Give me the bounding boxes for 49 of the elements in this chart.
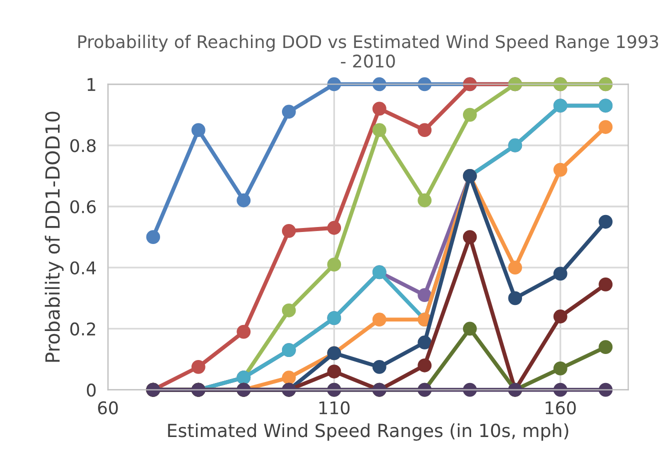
point	[508, 291, 522, 306]
point	[327, 220, 342, 235]
point	[462, 230, 477, 244]
point	[462, 108, 477, 122]
point	[598, 120, 613, 134]
point	[418, 123, 432, 138]
point	[598, 340, 613, 354]
x-tick-label: 160	[546, 401, 576, 414]
point	[372, 123, 386, 138]
y-tick-label: 1	[88, 78, 96, 91]
point	[282, 224, 296, 238]
point	[598, 382, 613, 397]
point	[236, 324, 251, 339]
chart-title: Probability of Reaching DOD vs Estimated Wind Speed Range 1993 - 2010	[78, 34, 658, 68]
y-axis-title: Probability of DD1-DOD10	[44, 112, 64, 362]
point	[553, 382, 568, 397]
point	[327, 364, 342, 378]
point	[282, 370, 296, 385]
point	[508, 260, 522, 275]
y-tick-label: 0.2	[70, 322, 96, 336]
point	[372, 102, 386, 116]
y-tick-label: 0.6	[70, 200, 96, 214]
point	[598, 277, 613, 292]
y-tick-label: 0.8	[70, 139, 96, 152]
point	[146, 230, 160, 244]
point	[282, 104, 296, 119]
point	[553, 266, 568, 281]
x-tick-label: 60	[98, 401, 118, 414]
point	[418, 358, 432, 372]
point	[598, 214, 613, 229]
point	[462, 322, 477, 336]
point	[327, 258, 342, 272]
y-tick-label: 0.4	[70, 261, 96, 274]
point	[372, 312, 386, 326]
point	[191, 123, 206, 138]
y-tick-label: 0	[86, 384, 96, 397]
point	[462, 382, 477, 397]
point	[236, 193, 251, 208]
point	[418, 288, 432, 302]
point	[553, 362, 568, 376]
x-axis-title: Estimated Wind Speed Ranges (in 10s, mph)	[168, 423, 568, 441]
point	[418, 193, 432, 208]
point	[418, 336, 432, 350]
point	[282, 303, 296, 318]
point	[372, 360, 386, 374]
point	[191, 360, 206, 374]
point	[553, 162, 568, 177]
x-tick-label: 110	[319, 401, 350, 414]
point	[553, 310, 568, 324]
